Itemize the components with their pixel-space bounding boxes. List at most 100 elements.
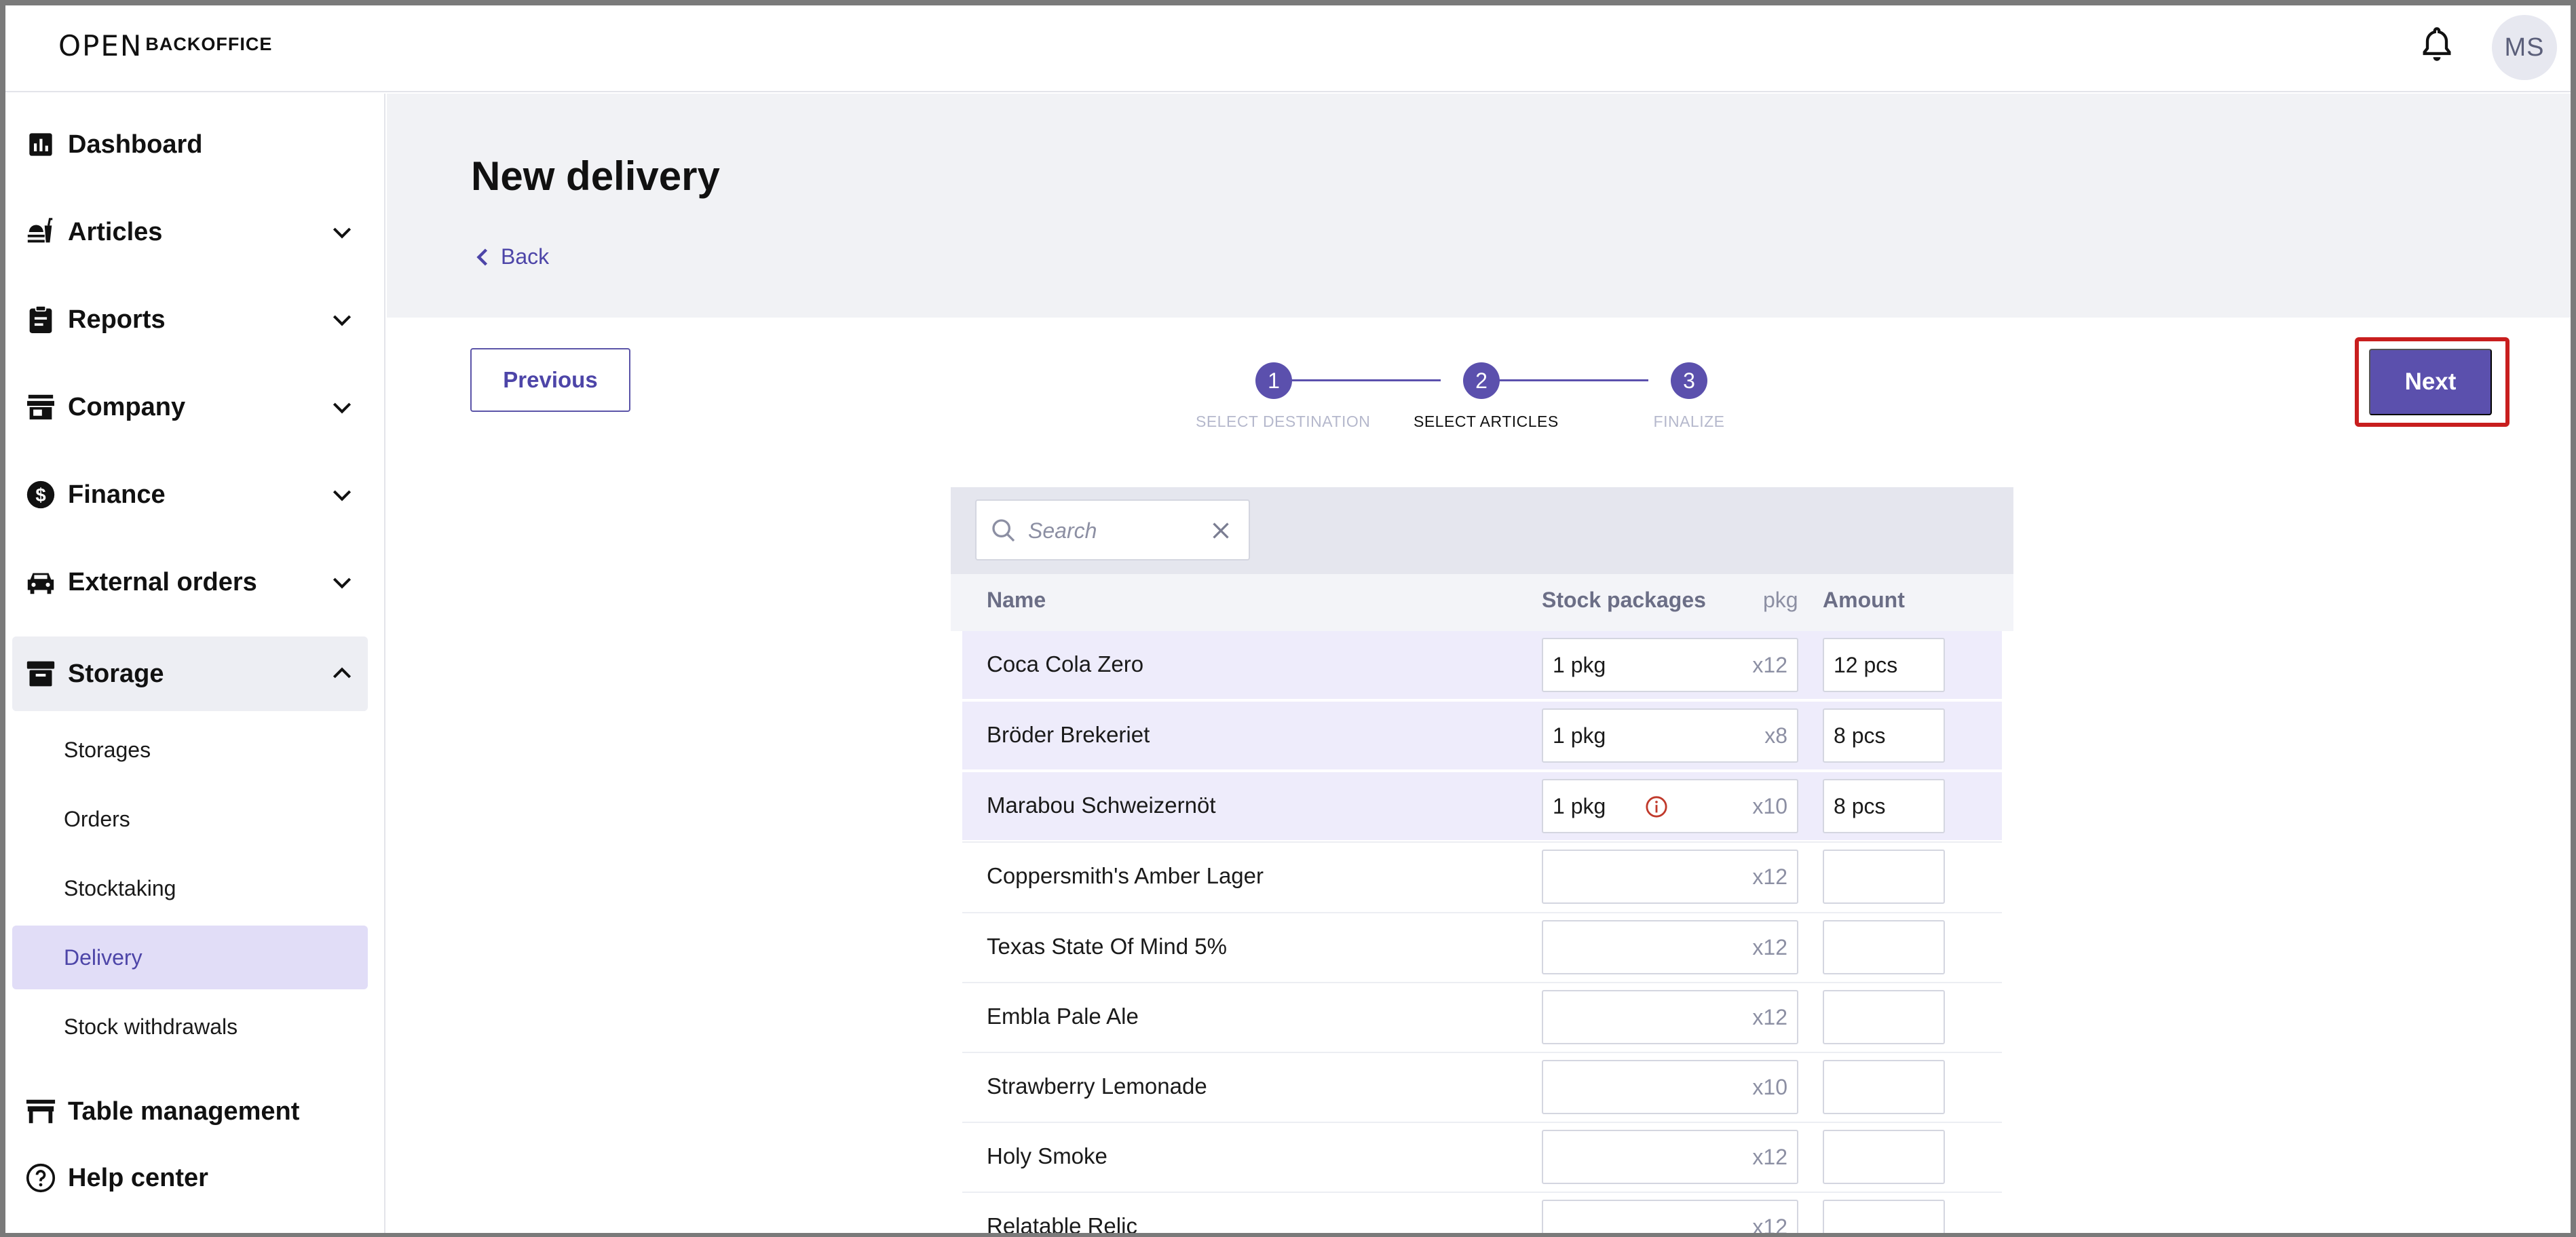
sidebar-item-storage[interactable]: Storage: [12, 636, 368, 711]
sidebar-subitem-stock-withdrawals[interactable]: Stock withdrawals: [12, 995, 368, 1059]
warning-info-icon[interactable]: [1645, 795, 1668, 818]
article-name: Embla Pale Ale: [987, 1004, 1139, 1029]
next-button-highlight: [2355, 337, 2509, 427]
amount-input[interactable]: [1823, 1060, 1945, 1114]
pkg-value: 1 pkg: [1553, 653, 1606, 677]
step-2-label: SELECT ARTICLES: [1414, 413, 1559, 430]
chevron-left-icon: [476, 248, 488, 266]
help-icon: [23, 1160, 58, 1196]
car-icon: [23, 565, 58, 600]
app-logo[interactable]: OPEN BACKOFFICE: [58, 26, 272, 66]
sidebar-subitem-delivery[interactable]: Delivery: [12, 926, 368, 989]
amount-value: 12 pcs: [1834, 653, 1898, 677]
column-header-name[interactable]: Name: [987, 588, 1046, 612]
table-row[interactable]: Texas State Of Mind 5% x12: [962, 912, 2002, 980]
step-2-circle[interactable]: 2: [1463, 362, 1500, 399]
table-row[interactable]: Strawberry Lemonade x10: [962, 1052, 2002, 1120]
stock-packages-input[interactable]: 1 pkg x12: [1542, 638, 1798, 692]
stock-packages-input[interactable]: x12: [1542, 850, 1798, 904]
amount-input[interactable]: [1823, 850, 1945, 904]
sidebar-item-dashboard[interactable]: Dashboard: [12, 111, 368, 178]
pkg-multiplier: x12: [1752, 935, 1787, 959]
step-3-circle[interactable]: 3: [1671, 362, 1707, 399]
amount-input[interactable]: [1823, 1200, 1945, 1233]
step-3-label: FINALIZE: [1653, 413, 1725, 430]
table-row[interactable]: Relatable Relic x12: [962, 1192, 2002, 1233]
search-input[interactable]: [1028, 514, 1198, 547]
user-avatar[interactable]: MS: [2492, 15, 2557, 80]
stock-packages-input[interactable]: x12: [1542, 920, 1798, 974]
amount-value: 8 pcs: [1834, 794, 1886, 818]
column-header-amount[interactable]: Amount: [1823, 588, 1905, 612]
sidebar-item-articles[interactable]: Articles: [12, 198, 368, 266]
search-box[interactable]: [975, 499, 1250, 560]
sidebar-item-label: Help center: [68, 1163, 208, 1192]
sidebar-item-label: Finance: [68, 480, 166, 509]
chevron-up-icon: [333, 667, 352, 679]
sidebar-subitem-stocktaking[interactable]: Stocktaking: [12, 856, 368, 920]
article-name: Bröder Brekeriet: [987, 722, 1150, 747]
sidebar-item-label: Articles: [68, 217, 163, 246]
column-header-pkg-unit: pkg: [1763, 588, 1798, 612]
table-row[interactable]: Embla Pale Ale x12: [962, 982, 2002, 1050]
stock-packages-input[interactable]: x12: [1542, 1200, 1798, 1233]
stock-packages-input[interactable]: x10: [1542, 1060, 1798, 1114]
article-name: Holy Smoke: [987, 1143, 1107, 1168]
stock-packages-input[interactable]: 1 pkg x10: [1542, 779, 1798, 833]
sidebar-subitem-orders[interactable]: Orders: [12, 787, 368, 851]
sidebar-item-label: Company: [68, 392, 186, 421]
amount-input[interactable]: 8 pcs: [1823, 708, 1945, 763]
table-row[interactable]: Holy Smoke x12: [962, 1122, 2002, 1190]
food-icon: [23, 214, 58, 250]
article-name: Coca Cola Zero: [987, 651, 1144, 677]
store-icon: [23, 389, 58, 425]
bell-icon[interactable]: [2419, 26, 2455, 64]
table-row[interactable]: Marabou Schweizernöt 1 pkg x10 8 pcs: [962, 772, 2002, 840]
amount-input[interactable]: [1823, 920, 1945, 974]
sidebar-item-label: Reports: [68, 305, 166, 334]
column-header-stock-packages[interactable]: Stock packages: [1542, 588, 1706, 612]
back-link[interactable]: Back: [475, 244, 549, 269]
amount-input[interactable]: [1823, 990, 1945, 1044]
page-header: [387, 94, 2571, 318]
logo-text: BACKOFFICE: [145, 34, 273, 54]
pkg-multiplier: x10: [1752, 1075, 1787, 1099]
clear-search-icon[interactable]: [1209, 518, 1233, 543]
logo-mark: OPEN: [58, 29, 143, 62]
chevron-down-icon: [333, 315, 352, 326]
table-row[interactable]: Coppersmith's Amber Lager x12: [962, 841, 2002, 909]
sidebar-item-finance[interactable]: $ Finance: [12, 461, 368, 529]
sidebar-subitem-label: Stock withdrawals: [64, 1014, 238, 1039]
chevron-down-icon: [333, 577, 352, 589]
sidebar-item-table-management[interactable]: Table management: [12, 1078, 368, 1145]
step-1-label: SELECT DESTINATION: [1196, 413, 1371, 430]
sidebar-subitem-storages[interactable]: Storages: [12, 718, 368, 782]
table-row[interactable]: Coca Cola Zero 1 pkg x12 12 pcs: [962, 631, 2002, 699]
article-name: Marabou Schweizernöt: [987, 793, 1216, 818]
sidebar-item-reports[interactable]: Reports: [12, 286, 368, 354]
table-row[interactable]: Bröder Brekeriet 1 pkg x8 8 pcs: [962, 702, 2002, 769]
amount-input[interactable]: 8 pcs: [1823, 779, 1945, 833]
stock-packages-input[interactable]: x12: [1542, 990, 1798, 1044]
amount-input[interactable]: 12 pcs: [1823, 638, 1945, 692]
chevron-down-icon: [333, 490, 352, 501]
sidebar-item-company[interactable]: Company: [12, 373, 368, 441]
sidebar-item-help-center[interactable]: Help center: [12, 1144, 368, 1212]
stock-packages-input[interactable]: x12: [1542, 1130, 1798, 1184]
step-1-circle[interactable]: 1: [1255, 362, 1292, 399]
top-bar: OPEN BACKOFFICE: [5, 5, 2571, 92]
page-title: New delivery: [471, 153, 720, 199]
previous-button[interactable]: Previous: [470, 348, 630, 412]
pkg-value: 1 pkg: [1553, 723, 1606, 748]
stepper-connector: [1291, 379, 1441, 381]
sidebar-subitem-label: Orders: [64, 806, 130, 831]
next-button[interactable]: Next: [2369, 349, 2492, 415]
article-name: Coppersmith's Amber Lager: [987, 863, 1264, 888]
stock-packages-input[interactable]: 1 pkg x8: [1542, 708, 1798, 763]
table-icon: [23, 1094, 58, 1129]
amount-input[interactable]: [1823, 1130, 1945, 1184]
chevron-down-icon: [333, 402, 352, 414]
stepper-connector: [1499, 379, 1648, 381]
chevron-down-icon: [333, 227, 352, 239]
sidebar-item-external-orders[interactable]: External orders: [12, 548, 368, 616]
